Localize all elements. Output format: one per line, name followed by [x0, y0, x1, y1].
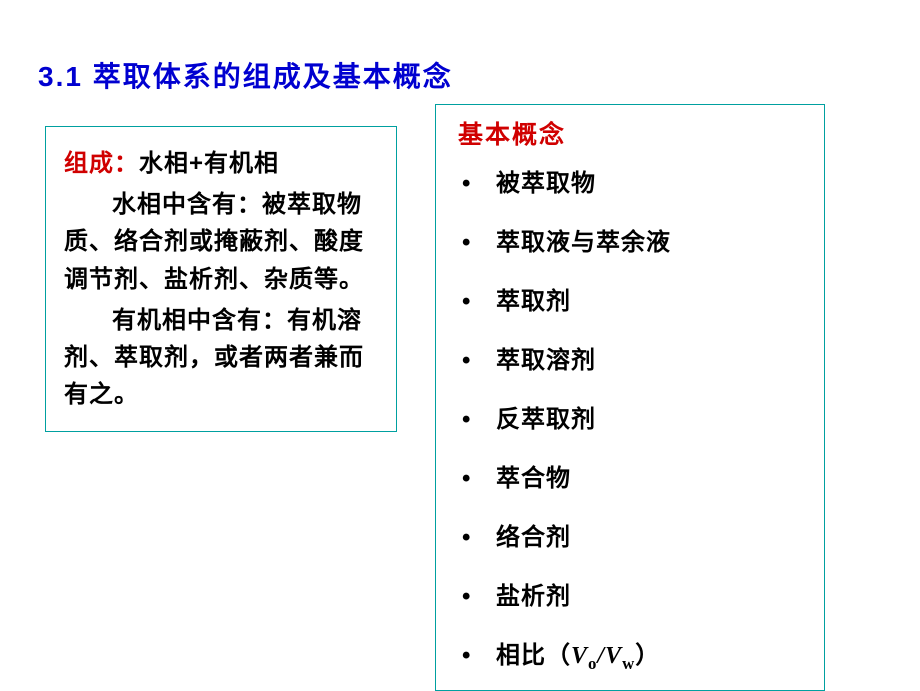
ratio-prefix: 相比（: [496, 642, 571, 669]
item-text: 萃取剂: [496, 288, 571, 315]
list-item: •反萃取剂: [452, 399, 814, 434]
list-item: •萃取剂: [452, 281, 814, 316]
list-item-ratio: •相比（Vo/Vw）: [452, 635, 814, 674]
list-item: •萃合物: [452, 458, 814, 493]
concepts-list: •被萃取物 •萃取液与萃余液 •萃取剂 •萃取溶剂 •反萃取剂 •萃合物 •络合…: [452, 163, 814, 674]
item-text: 萃取溶剂: [496, 347, 596, 374]
item-text: 盐析剂: [496, 583, 571, 610]
list-item: •盐析剂: [452, 576, 814, 611]
concepts-title: 基本概念: [458, 115, 814, 151]
composition-title-line: 组成：水相+有机相: [64, 145, 380, 182]
bullet-dot: •: [462, 229, 496, 257]
bullet-dot: •: [462, 347, 496, 375]
item-text: 萃取液与萃余液: [496, 229, 671, 256]
list-item: •络合剂: [452, 517, 814, 552]
bullet-dot: •: [462, 406, 496, 434]
bullet-dot: •: [462, 583, 496, 611]
concepts-box: 基本概念 •被萃取物 •萃取液与萃余液 •萃取剂 •萃取溶剂 •反萃取剂 •萃合…: [435, 104, 825, 691]
bullet-dot: •: [462, 524, 496, 552]
bullet-dot: •: [462, 170, 496, 198]
ratio-sub2: w: [622, 654, 635, 673]
item-text: 反萃取剂: [496, 406, 596, 433]
ratio-sub1: o: [588, 654, 597, 673]
ratio-var1: V: [571, 643, 588, 669]
ratio-slash: /: [597, 643, 605, 669]
ratio-var2: V: [605, 643, 622, 669]
bullet-dot: •: [462, 465, 496, 493]
item-text: 萃合物: [496, 465, 571, 492]
list-item: •被萃取物: [452, 163, 814, 198]
ratio-suffix: ）: [635, 642, 660, 669]
list-item: •萃取溶剂: [452, 340, 814, 375]
organic-phase-paragraph: 有机相中含有：有机溶剂、萃取剂，或者两者兼而有之。: [64, 302, 380, 414]
bullet-dot: •: [462, 642, 496, 670]
list-item: •萃取液与萃余液: [452, 222, 814, 257]
bullet-dot: •: [462, 288, 496, 316]
item-text: 被萃取物: [496, 170, 596, 197]
section-heading: 3.1 萃取体系的组成及基本概念: [38, 55, 453, 95]
item-text: 络合剂: [496, 524, 571, 551]
aqueous-phase-paragraph: 水相中含有：被萃取物质、络合剂或掩蔽剂、酸度调节剂、盐析剂、杂质等。: [64, 186, 380, 298]
composition-box: 组成：水相+有机相 水相中含有：被萃取物质、络合剂或掩蔽剂、酸度调节剂、盐析剂、…: [45, 126, 397, 432]
composition-label-red: 组成：: [64, 150, 139, 177]
composition-label-black: 水相+有机相: [139, 150, 279, 177]
